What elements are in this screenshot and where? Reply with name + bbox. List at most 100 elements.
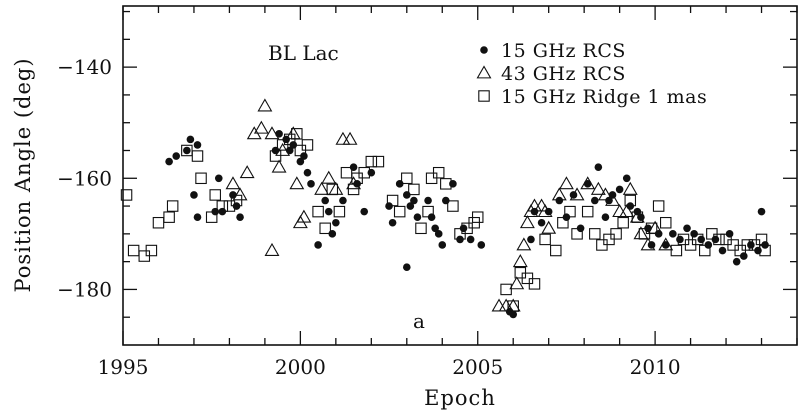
x-tick-label: 1995 bbox=[98, 355, 149, 379]
data-point-filled-circle bbox=[711, 235, 720, 244]
data-point-open-square bbox=[432, 166, 445, 179]
data-point-open-square bbox=[539, 233, 551, 246]
data-point-open-triangle bbox=[239, 165, 255, 179]
data-point-filled-circle bbox=[229, 191, 237, 199]
data-point-filled-circle bbox=[438, 241, 447, 249]
data-point-filled-circle bbox=[218, 207, 227, 216]
data-point-filled-circle bbox=[654, 230, 663, 238]
data-point-filled-circle bbox=[186, 135, 195, 144]
data-point-filled-circle bbox=[232, 202, 241, 210]
data-point-filled-circle bbox=[211, 207, 220, 216]
data-point-open-triangle bbox=[335, 131, 351, 145]
data-point-open-square bbox=[393, 205, 406, 218]
data-point-open-square bbox=[372, 155, 385, 168]
data-point-open-square bbox=[319, 222, 331, 235]
y-axis-title: Position Angle (deg) bbox=[11, 57, 35, 292]
data-point-filled-circle bbox=[690, 230, 698, 238]
data-point-filled-circle bbox=[637, 213, 645, 221]
data-point-filled-circle bbox=[683, 224, 691, 233]
data-point-filled-circle bbox=[172, 152, 181, 160]
data-point-open-square bbox=[365, 155, 378, 168]
data-point-filled-circle bbox=[328, 230, 337, 238]
data-point-open-triangle bbox=[321, 170, 337, 184]
data-point-open-square bbox=[581, 205, 594, 218]
data-point-filled-circle bbox=[193, 141, 202, 149]
data-point-open-triangle bbox=[225, 176, 241, 190]
data-point-open-square bbox=[617, 216, 629, 229]
data-point-filled-circle bbox=[747, 241, 755, 249]
data-point-open-triangle bbox=[512, 254, 528, 268]
data-point-filled-circle bbox=[395, 180, 404, 188]
data-point-filled-circle bbox=[402, 191, 411, 199]
data-point-filled-circle bbox=[427, 213, 436, 221]
data-point-open-triangle bbox=[328, 181, 344, 195]
data-point-filled-circle bbox=[576, 224, 585, 233]
data-point-filled-circle bbox=[285, 146, 294, 155]
data-point-open-triangle bbox=[264, 242, 280, 256]
data-point-filled-circle bbox=[608, 191, 617, 199]
plot-frame bbox=[122, 5, 798, 346]
data-point-filled-circle bbox=[676, 235, 684, 244]
data-point-filled-circle bbox=[633, 207, 642, 216]
data-point-filled-circle bbox=[289, 141, 298, 149]
data-point-filled-circle bbox=[353, 180, 361, 188]
data-point-filled-circle bbox=[434, 230, 443, 238]
data-point-filled-circle bbox=[300, 152, 308, 160]
data-point-filled-circle bbox=[321, 196, 330, 205]
data-point-filled-circle bbox=[754, 246, 762, 255]
data-point-open-square bbox=[163, 211, 175, 223]
legend-marker-open-triangle bbox=[476, 65, 492, 79]
data-point-open-square bbox=[401, 172, 413, 185]
data-point-filled-circle bbox=[569, 191, 578, 199]
data-point-open-triangle bbox=[314, 181, 330, 195]
data-point-filled-circle bbox=[214, 174, 223, 183]
data-point-filled-circle bbox=[594, 163, 603, 171]
data-point-open-square bbox=[659, 216, 672, 229]
legend-marker-open-square bbox=[478, 90, 490, 102]
data-point-filled-circle bbox=[282, 135, 290, 144]
data-point-open-triangle bbox=[491, 298, 507, 312]
data-point-open-triangle bbox=[509, 276, 525, 290]
data-point-filled-circle bbox=[424, 196, 432, 205]
data-point-open-triangle bbox=[633, 226, 649, 240]
data-point-filled-circle bbox=[307, 180, 315, 188]
data-point-filled-circle bbox=[303, 168, 312, 177]
data-point-filled-circle bbox=[296, 157, 305, 166]
data-point-open-triangle bbox=[257, 98, 273, 112]
data-point-filled-circle bbox=[459, 224, 468, 233]
data-point-filled-circle bbox=[647, 241, 656, 249]
data-point-filled-circle bbox=[583, 180, 592, 188]
data-point-open-triangle bbox=[612, 204, 628, 218]
data-point-open-triangle bbox=[541, 220, 557, 234]
data-point-filled-circle bbox=[626, 202, 635, 210]
data-point-filled-circle bbox=[615, 185, 624, 194]
data-point-open-square bbox=[670, 244, 683, 257]
data-point-filled-circle bbox=[193, 213, 202, 221]
data-point-filled-circle bbox=[697, 235, 706, 244]
tick-labels: 1995 2000 2005 2010 −180 −160 −140 bbox=[57, 55, 680, 379]
data-point-filled-circle bbox=[360, 207, 369, 216]
data-point-filled-circle bbox=[449, 180, 457, 188]
data-points bbox=[120, 98, 771, 319]
data-point-open-square bbox=[312, 205, 324, 218]
data-point-open-square bbox=[145, 244, 158, 257]
data-point-open-square bbox=[191, 150, 204, 162]
data-point-filled-circle bbox=[555, 196, 564, 205]
source-annotation: BL Lac bbox=[268, 41, 339, 65]
data-point-open-square bbox=[166, 200, 179, 212]
data-point-open-triangle bbox=[271, 159, 287, 173]
data-point-filled-circle bbox=[275, 130, 283, 138]
data-point-open-square bbox=[209, 189, 221, 201]
data-point-open-triangle bbox=[264, 126, 280, 140]
data-point-open-square bbox=[152, 216, 165, 229]
data-point-open-triangle bbox=[232, 187, 248, 201]
data-point-open-square bbox=[408, 183, 420, 196]
data-point-open-square bbox=[652, 200, 665, 212]
data-point-open-triangle bbox=[296, 209, 312, 223]
legend-label: 43 GHz RCS bbox=[501, 63, 626, 85]
data-point-open-square bbox=[195, 172, 207, 185]
data-point-open-square bbox=[447, 200, 459, 212]
data-point-open-square bbox=[589, 228, 601, 240]
